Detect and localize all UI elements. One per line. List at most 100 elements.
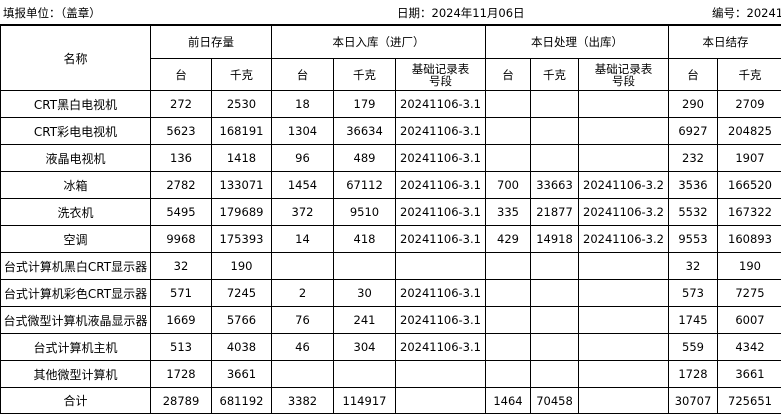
cell: 160893 — [718, 226, 781, 253]
item-name: 冰箱 — [1, 172, 151, 199]
cell: 20241106-3.2 — [579, 199, 669, 226]
cell — [486, 145, 531, 172]
cell: 232 — [669, 145, 718, 172]
cell: 14918 — [531, 226, 579, 253]
cell — [486, 118, 531, 145]
cell — [579, 118, 669, 145]
cell — [486, 280, 531, 307]
cell: 36634 — [334, 118, 396, 145]
cell: 2530 — [212, 91, 272, 118]
cell: 20241106-3.2 — [579, 226, 669, 253]
cell: 28789 — [151, 388, 212, 414]
cell: 5532 — [669, 199, 718, 226]
item-name: 空调 — [1, 226, 151, 253]
cell: 725651 — [718, 388, 781, 414]
sub-header: 千克 — [718, 59, 781, 91]
cell: 190 — [212, 253, 272, 280]
cell: 7275 — [718, 280, 781, 307]
cell — [579, 307, 669, 334]
cell — [334, 361, 396, 388]
cell: 429 — [486, 226, 531, 253]
cell: 30 — [334, 280, 396, 307]
item-name: CRT黑白电视机 — [1, 91, 151, 118]
cell: 6927 — [669, 118, 718, 145]
cell — [272, 361, 334, 388]
cell: 32 — [669, 253, 718, 280]
cell: 167322 — [718, 199, 781, 226]
cell: 3661 — [212, 361, 272, 388]
sub-header: 台 — [486, 59, 531, 91]
cell: 681192 — [212, 388, 272, 414]
cell: 2709 — [718, 91, 781, 118]
cell: 20241106-3.1 — [396, 199, 486, 226]
cell: 133071 — [212, 172, 272, 199]
number: 编号：20241 — [712, 5, 781, 21]
cell — [486, 307, 531, 334]
cell: 5623 — [151, 118, 212, 145]
sub-header: 台 — [669, 59, 718, 91]
cell — [486, 334, 531, 361]
cell — [531, 91, 579, 118]
cell: 3536 — [669, 172, 718, 199]
cell: 7245 — [212, 280, 272, 307]
cell: 2 — [272, 280, 334, 307]
cell: 1454 — [272, 172, 334, 199]
cell: 2782 — [151, 172, 212, 199]
cell: 136 — [151, 145, 212, 172]
cell: 20241106-3.1 — [396, 145, 486, 172]
sub-header: 千克 — [334, 59, 396, 91]
cell: 179 — [334, 91, 396, 118]
cell: 573 — [669, 280, 718, 307]
table-row: 名称前日存量本日入库（进厂）本日处理（出库）本日结存 — [1, 26, 781, 59]
cell — [396, 388, 486, 414]
cell: 20241106-3.1 — [396, 280, 486, 307]
cell: 166520 — [718, 172, 781, 199]
unit: 填报单位：（盖章） — [3, 5, 101, 21]
cell: 32 — [151, 253, 212, 280]
sub-header: 台 — [272, 59, 334, 91]
cell: 335 — [486, 199, 531, 226]
cell: 4038 — [212, 334, 272, 361]
item-name: 液晶电视机 — [1, 145, 151, 172]
cell: 18 — [272, 91, 334, 118]
cell — [579, 253, 669, 280]
cell: 3382 — [272, 388, 334, 414]
cell — [486, 253, 531, 280]
cell — [272, 253, 334, 280]
group-header: 本日入库（进厂） — [272, 26, 486, 59]
cell: 571 — [151, 280, 212, 307]
cell: 9553 — [669, 226, 718, 253]
item-name: 洗衣机 — [1, 199, 151, 226]
report-table: 名称前日存量本日入库（进厂）本日处理（出库）本日结存台千克台千克基础记录表号段台… — [0, 25, 781, 414]
sub-header: 基础记录表号段 — [579, 59, 669, 91]
cell: 9968 — [151, 226, 212, 253]
item-name: 台式计算机黑白CRT显示器 — [1, 253, 151, 280]
form-header: 填报单位：（盖章） 日期：2024年11月06日 编号：20241 — [0, 0, 781, 25]
cell — [579, 388, 669, 414]
cell: 1728 — [669, 361, 718, 388]
cell: 6007 — [718, 307, 781, 334]
cell: 20241106-3.1 — [396, 91, 486, 118]
cell: 513 — [151, 334, 212, 361]
cell: 76 — [272, 307, 334, 334]
item-name: 台式微型计算机液晶显示器 — [1, 307, 151, 334]
cell: 489 — [334, 145, 396, 172]
cell: 67112 — [334, 172, 396, 199]
cell: 700 — [486, 172, 531, 199]
cell: 1418 — [212, 145, 272, 172]
cell — [531, 307, 579, 334]
sub-header-text: 基础记录表号段 — [594, 63, 654, 87]
cell: 1464 — [486, 388, 531, 414]
cell: 20241106-3.2 — [579, 172, 669, 199]
cell: 241 — [334, 307, 396, 334]
cell: 168191 — [212, 118, 272, 145]
cell: 21877 — [531, 199, 579, 226]
cell: 418 — [334, 226, 396, 253]
cell: 70458 — [531, 388, 579, 414]
